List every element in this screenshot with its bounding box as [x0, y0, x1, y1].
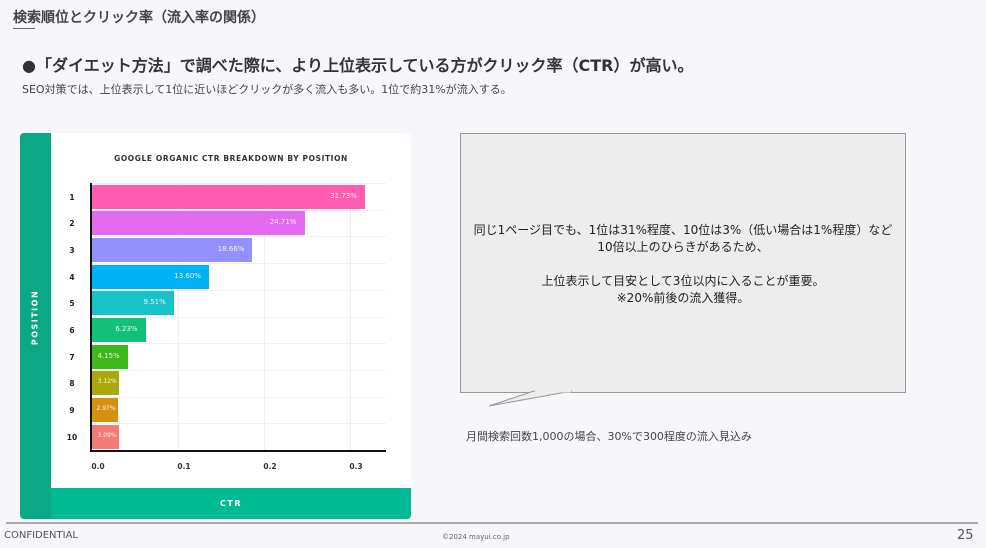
- bar-value-label: 3.09%: [97, 431, 117, 439]
- grid-line-horizontal: [90, 423, 386, 425]
- grid-line-horizontal: [90, 316, 386, 318]
- bar-position-10: 3.09%: [92, 424, 119, 449]
- bar-position-3: 18.66%: [92, 237, 253, 262]
- bar-position-8: 3.12%: [92, 371, 119, 396]
- callout-line-3: ※20%前後の流入獲得。: [616, 291, 750, 305]
- callout-text: 同じ1ページ目でも、1位は31%程度、10位は3%（低い場合は1%程度）など10…: [471, 222, 895, 307]
- position-label: 9: [69, 406, 75, 416]
- bar-value-label: 4.15%: [97, 351, 120, 360]
- grid-line-horizontal: [90, 236, 386, 238]
- plot-area: 0.0 0.1 0.2 0.3 1 31.73% 2 24.71% 3 18.66% 4 13.60%…: [67, 183, 386, 471]
- bar-position-1: 31.73%: [92, 184, 365, 209]
- position-label: 2: [69, 219, 75, 229]
- page-title: 検索順位とクリック率（流入率の関係）: [13, 10, 265, 26]
- ctr-chart: POSITION GOOGLE ORGANIC CTR BREAKDOWN BY…: [20, 133, 411, 519]
- grid-line-horizontal: [90, 289, 386, 291]
- x-tick-label: 0.0: [91, 462, 105, 471]
- grid-line-horizontal: [90, 369, 386, 371]
- position-label: 8: [69, 379, 75, 389]
- grid-line-horizontal: [90, 343, 386, 345]
- headline: ●「ダイエット方法」で調べた際に、より上位表示している方がクリック率（CTR）が…: [22, 56, 694, 75]
- bar-position-2: 24.71%: [92, 211, 305, 236]
- callout-line-2: 上位表示して目安として3位以内に入ることが重要。: [541, 274, 825, 288]
- position-label: 5: [69, 299, 75, 309]
- grid-line-horizontal: [90, 209, 386, 211]
- bar-value-label: 9.51%: [143, 298, 166, 307]
- position-label: 3: [69, 245, 75, 255]
- x-axis-line: [90, 450, 386, 452]
- bar-value-label: 2.97%: [96, 405, 116, 413]
- page-number: 25: [957, 528, 974, 543]
- bar-value-label: 6.23%: [115, 325, 138, 333]
- traffic-estimate-note: 月間検索回数1,000の場合、30%で300程度の流入見込み: [466, 430, 752, 443]
- bar-value-label: 3.12%: [97, 378, 117, 386]
- y-axis-label: POSITION: [30, 289, 40, 346]
- position-label: 4: [69, 272, 75, 282]
- callout-tail: [488, 390, 573, 407]
- confidential-label: CONFIDENTIAL: [4, 530, 79, 541]
- x-axis-label: CTR: [220, 499, 242, 508]
- bar-position-6: 6.23%: [92, 318, 146, 342]
- bar-position-4: 13.60%: [92, 264, 209, 289]
- bar-value-label: 31.73%: [330, 191, 357, 200]
- bar-value-label: 24.71%: [269, 218, 297, 227]
- subline: SEO対策では、上位表示して1位に近いほどクリックが多く流入も多い。1位で約31…: [22, 83, 512, 96]
- title-underline: [13, 28, 35, 29]
- x-tick-label: 0.2: [263, 462, 277, 471]
- grid-line-horizontal: [90, 183, 386, 184]
- position-label: 6: [69, 326, 75, 335]
- x-tick-label: 0.3: [349, 462, 363, 471]
- bar-value-label: 13.60%: [174, 271, 201, 280]
- copyright: ©2024 mayui.co.jp: [442, 533, 510, 541]
- bar-position-7: 4.15%: [92, 344, 128, 369]
- callout-line-1: 同じ1ページ目でも、1位は31%程度、10位は3%（低い場合は1%程度）など10…: [473, 223, 893, 254]
- x-axis-label-strip: CTR: [51, 488, 411, 519]
- position-label: 1: [69, 192, 75, 202]
- bar-position-9: 2.97%: [92, 398, 118, 423]
- chart-title: GOOGLE ORGANIC CTR BREAKDOWN BY POSITION: [114, 154, 348, 163]
- footer-divider: [6, 522, 978, 524]
- position-label: 7: [69, 352, 75, 362]
- bar-value-label: 18.66%: [217, 244, 245, 253]
- y-axis-label-strip: POSITION: [20, 133, 51, 519]
- speech-callout: 同じ1ページ目でも、1位は31%程度、10位は3%（低い場合は1%程度）など10…: [460, 133, 906, 393]
- grid-line-horizontal: [90, 396, 386, 398]
- position-label: 10: [66, 432, 78, 442]
- y-axis-line: [90, 183, 92, 451]
- bar-position-5: 9.51%: [92, 291, 174, 316]
- grid-line-horizontal: [90, 263, 386, 265]
- x-tick-label: 0.1: [177, 462, 191, 471]
